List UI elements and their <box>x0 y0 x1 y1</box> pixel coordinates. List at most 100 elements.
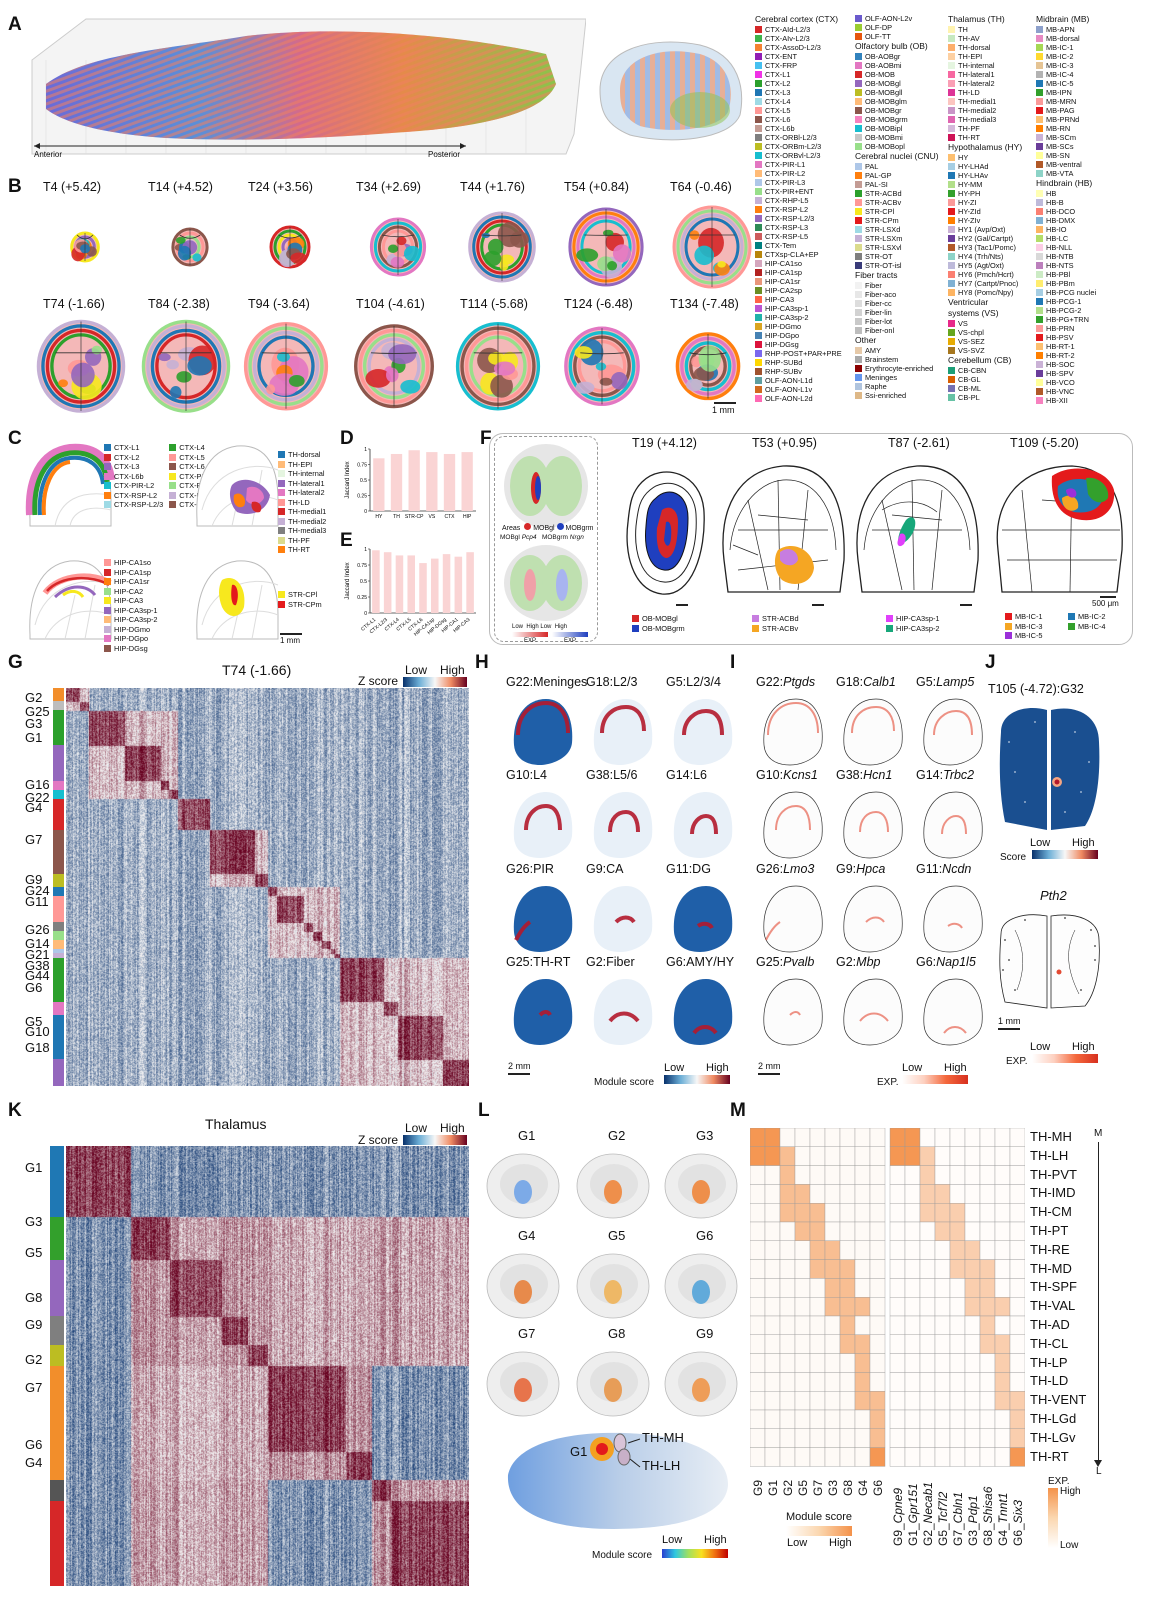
legend-item: CTX-L1 <box>755 70 842 79</box>
legend-swatch <box>755 26 762 33</box>
module-strip-segment <box>53 780 64 790</box>
j-low-2: Low <box>1030 1041 1051 1053</box>
m-cell <box>764 1409 781 1429</box>
module-score-map <box>513 699 573 765</box>
legend-swatch <box>1036 361 1043 368</box>
l-3d-brain-large <box>507 1432 728 1529</box>
legend-item: TH-internal <box>948 61 1022 70</box>
legend-heading: Fiber tracts <box>855 270 898 280</box>
legend-item-label: HIP-DGpo <box>765 331 800 340</box>
x-tick-label: HY <box>375 514 383 520</box>
m-cell <box>904 1334 921 1354</box>
legend-item: HB-XII <box>1036 396 1096 405</box>
m-cell <box>809 1128 826 1147</box>
legend-swatch <box>855 226 862 233</box>
legend-item-label: PAL <box>865 162 879 171</box>
map-title: G10:L4 <box>506 768 548 782</box>
map-title-prefix: G26: <box>756 862 784 876</box>
legend-item-label: HIP-DGsg <box>765 340 799 349</box>
legend-swatch <box>278 489 285 497</box>
legend-swatch <box>1036 226 1043 233</box>
map-title: G6:Nap1l5 <box>916 955 976 969</box>
legend-item-label: HIP-CA3sp-1 <box>765 304 809 313</box>
legend-swatch <box>855 347 862 354</box>
legend-heading: Hindbrain (HB) <box>1036 178 1093 188</box>
legend-swatch <box>752 615 759 623</box>
legend-item: MB-VTA <box>1036 169 1096 178</box>
x-tick-label: CTX <box>445 514 456 520</box>
map-title-prefix: G9: <box>836 862 857 876</box>
legend-swatch <box>752 624 759 632</box>
f-scale-2 <box>812 604 824 606</box>
m-row-label: TH-RT <box>1030 1448 1069 1464</box>
legend-swatch <box>948 107 955 114</box>
legend-item: CTX-FRP <box>755 61 842 70</box>
m-cell <box>824 1447 841 1467</box>
legend-item-label: CTX-PIR-L2 <box>114 481 155 491</box>
m-cell <box>949 1296 966 1317</box>
bar <box>390 453 403 511</box>
legend-swatch <box>278 517 285 525</box>
module-label: G1 <box>25 1160 43 1175</box>
legend-item-label: OB-MOBgl <box>865 79 901 88</box>
slice-title: T84 (-2.38) <box>148 297 210 311</box>
legend-item-label: HIP-CA1sp <box>114 567 151 577</box>
module-score-map <box>593 979 653 1045</box>
coronal-slice <box>354 324 434 409</box>
legend-item-label: OLF-AON-L2v <box>865 14 913 23</box>
legend-item: HB-VNC <box>1036 387 1096 396</box>
m-cell <box>979 1296 996 1317</box>
legend-item: HIP-DGsg <box>755 340 842 349</box>
legend-item-label: MB-PRNd <box>1046 115 1080 124</box>
legend-item: MB-IC-4 <box>1068 622 1125 632</box>
m-cell <box>904 1259 921 1279</box>
m-cell <box>869 1447 886 1467</box>
legend-swatch <box>278 600 285 608</box>
legend-item-label: MB-SCs <box>1046 142 1074 151</box>
legend-item: OB-MOBgl <box>632 614 685 624</box>
legend-swatch <box>755 287 762 294</box>
m-cell <box>979 1240 996 1260</box>
legend-swatch <box>855 190 862 197</box>
m-cell <box>949 1334 966 1354</box>
module-label: G18 <box>25 1040 50 1055</box>
legend-item-label: HY-ZIv <box>958 216 981 225</box>
slice-title: T64 (-0.46) <box>670 180 732 194</box>
legend-item: OB-MOB <box>855 70 939 79</box>
m-cell <box>854 1146 871 1166</box>
bar <box>426 452 438 511</box>
m-row-label: TH-RE <box>1030 1241 1070 1257</box>
m-cell <box>869 1353 886 1373</box>
legend-item: CTX-L4 <box>755 97 842 106</box>
m-cell <box>919 1409 936 1429</box>
module-label: G22 <box>25 790 50 805</box>
m-cell <box>750 1391 766 1411</box>
legend-item-label: HB-VNC <box>1046 387 1075 396</box>
map-title: G25:TH-RT <box>506 955 571 969</box>
j-expression-map <box>999 914 1100 1009</box>
module-strip-segment <box>53 1015 64 1060</box>
coronal-slice <box>455 322 541 411</box>
legend-item-label: HB-PCG-1 <box>1046 297 1082 306</box>
legend-item: TH-medial3 <box>948 115 1022 124</box>
legend-item: HB-SOC <box>1036 360 1096 369</box>
legend-swatch <box>855 33 862 40</box>
m-cell <box>919 1391 936 1411</box>
map-title: G38:L5/6 <box>586 768 638 782</box>
map-title: G11:DG <box>666 862 711 876</box>
panel-b-scale-bar <box>714 402 736 404</box>
m-axis-l: L <box>1096 1466 1102 1477</box>
legend-swatch <box>855 71 862 78</box>
legend-item: HB-PG+TRN <box>1036 315 1096 324</box>
l-3d-brain <box>576 1253 650 1319</box>
legend-item: CTX-AIv-L2/3 <box>755 34 842 43</box>
m-cell <box>949 1259 966 1279</box>
m-cell <box>750 1128 766 1147</box>
legend-item: Raphe <box>855 382 939 391</box>
m-cell <box>994 1221 1011 1241</box>
legend-heading: Cerebral nuclei (CNU) <box>855 151 939 161</box>
module-strip-segment <box>50 1479 64 1501</box>
legend-item: OLF-TT <box>855 32 939 41</box>
f-slice-hip <box>856 465 979 593</box>
legend-item: TH-LD <box>278 498 340 508</box>
